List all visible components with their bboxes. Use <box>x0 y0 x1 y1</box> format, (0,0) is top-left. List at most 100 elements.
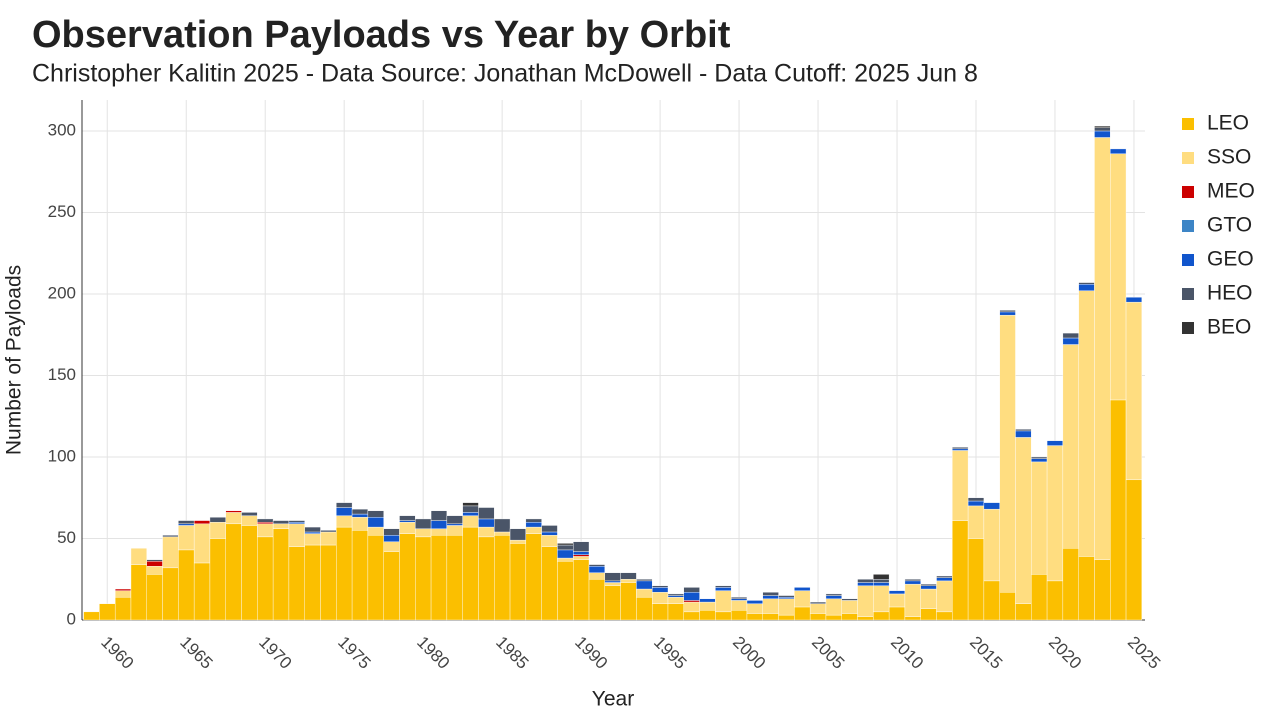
y-tick-label: 200 <box>48 283 76 302</box>
bar-segment <box>794 590 811 608</box>
bar-segment <box>904 580 921 585</box>
bar-segment <box>683 587 700 593</box>
bar-segment <box>399 515 416 521</box>
bar-segment <box>1062 344 1079 549</box>
bar-segment <box>367 526 384 536</box>
bar-segment <box>667 603 684 621</box>
bar-segment <box>588 579 606 621</box>
bar-segment <box>699 601 716 611</box>
bar-segment <box>1078 290 1095 557</box>
legend-swatch <box>1182 118 1194 130</box>
bar-segment <box>430 520 448 529</box>
bar-segment <box>620 572 637 580</box>
bar-segment <box>478 518 495 528</box>
bar-segment <box>130 548 147 565</box>
bar-segment <box>683 611 700 621</box>
bar-segment <box>1094 130 1111 138</box>
bar-segment <box>225 523 242 621</box>
bar-segment <box>336 502 353 508</box>
bar-segment <box>794 606 811 621</box>
chart-title: Observation Payloads vs Year by Orbit <box>32 14 731 56</box>
legend-label: GEO <box>1207 248 1254 271</box>
bar-segment <box>557 561 574 621</box>
bar-segment <box>873 582 890 586</box>
bar-segment <box>999 310 1016 313</box>
bar-segment <box>241 525 258 621</box>
bar-segment <box>541 546 558 621</box>
bar-segment <box>778 614 795 621</box>
bar-segment <box>1062 332 1079 339</box>
bar-segment <box>746 603 763 614</box>
bar-segment <box>367 510 384 518</box>
bar-segment <box>430 535 448 621</box>
bar-segment <box>83 611 100 621</box>
bar-segment <box>383 528 400 536</box>
bar-segment <box>494 531 511 536</box>
bar-segment <box>730 610 748 621</box>
bar-segment <box>320 544 337 621</box>
x-tick-label: 2025 <box>1124 633 1164 673</box>
x-tick-label: 1965 <box>176 633 216 673</box>
bar-segment <box>336 507 353 516</box>
bar-segment <box>651 592 669 604</box>
bar-segment <box>1031 456 1048 459</box>
bar-segment <box>193 562 211 621</box>
y-tick-label: 50 <box>57 528 76 547</box>
bar-segment <box>809 601 827 604</box>
bar-segment <box>794 587 811 591</box>
bar-segment <box>1094 125 1111 128</box>
bar-segment <box>1015 437 1032 604</box>
bar-segment <box>209 517 226 523</box>
bar-segment <box>257 521 274 525</box>
bar-segment <box>304 544 321 621</box>
bar-segment <box>651 587 669 593</box>
bar-segment <box>178 523 195 526</box>
legend-swatch <box>1182 322 1194 334</box>
bar-segment <box>999 592 1016 621</box>
bar-segment <box>667 596 684 604</box>
bar-segment <box>1125 301 1143 481</box>
bar-segment <box>604 582 621 586</box>
bar-segment <box>983 502 1000 510</box>
bar-segment <box>983 580 1000 621</box>
bar-segment <box>967 497 985 502</box>
bar-segment <box>304 531 321 534</box>
bar-segment <box>383 535 400 542</box>
bar-segment <box>683 592 700 601</box>
x-tick-label: 1990 <box>571 633 611 673</box>
bar-segment <box>573 551 590 555</box>
bar-segment <box>1031 574 1048 621</box>
bar-segment <box>762 598 779 614</box>
bar-segment <box>1094 137 1111 560</box>
bar-segment <box>288 523 305 547</box>
bar-segment <box>541 535 558 547</box>
bar-segment <box>494 518 511 533</box>
bar-segment <box>446 535 463 621</box>
bar-segment <box>525 518 542 523</box>
x-tick-label: 2010 <box>887 633 927 673</box>
bar-segment <box>178 549 195 621</box>
bar-segment <box>1062 337 1079 345</box>
bar-segment <box>114 588 132 591</box>
bar-segment <box>272 523 290 529</box>
x-tick-label: 1975 <box>334 633 374 673</box>
bar-segment <box>462 512 479 516</box>
bar-segment <box>778 598 795 616</box>
bar-segment <box>983 508 1000 582</box>
bar-segment <box>336 515 353 528</box>
bar-segment <box>967 500 985 507</box>
bar-segment <box>746 613 763 621</box>
bar-segment <box>636 580 653 590</box>
bar-segment <box>936 611 953 621</box>
bar-segment <box>288 546 305 621</box>
bar-segment <box>478 526 495 538</box>
bar-segment <box>146 559 163 562</box>
bar-segment <box>778 595 795 598</box>
bar-segment <box>762 613 779 621</box>
bar-segment <box>888 606 906 621</box>
bar-segment <box>604 572 621 582</box>
bar-segment <box>873 579 890 583</box>
bar-segment <box>841 613 858 621</box>
bar-segment <box>1015 429 1032 432</box>
bar-segment <box>730 600 748 611</box>
